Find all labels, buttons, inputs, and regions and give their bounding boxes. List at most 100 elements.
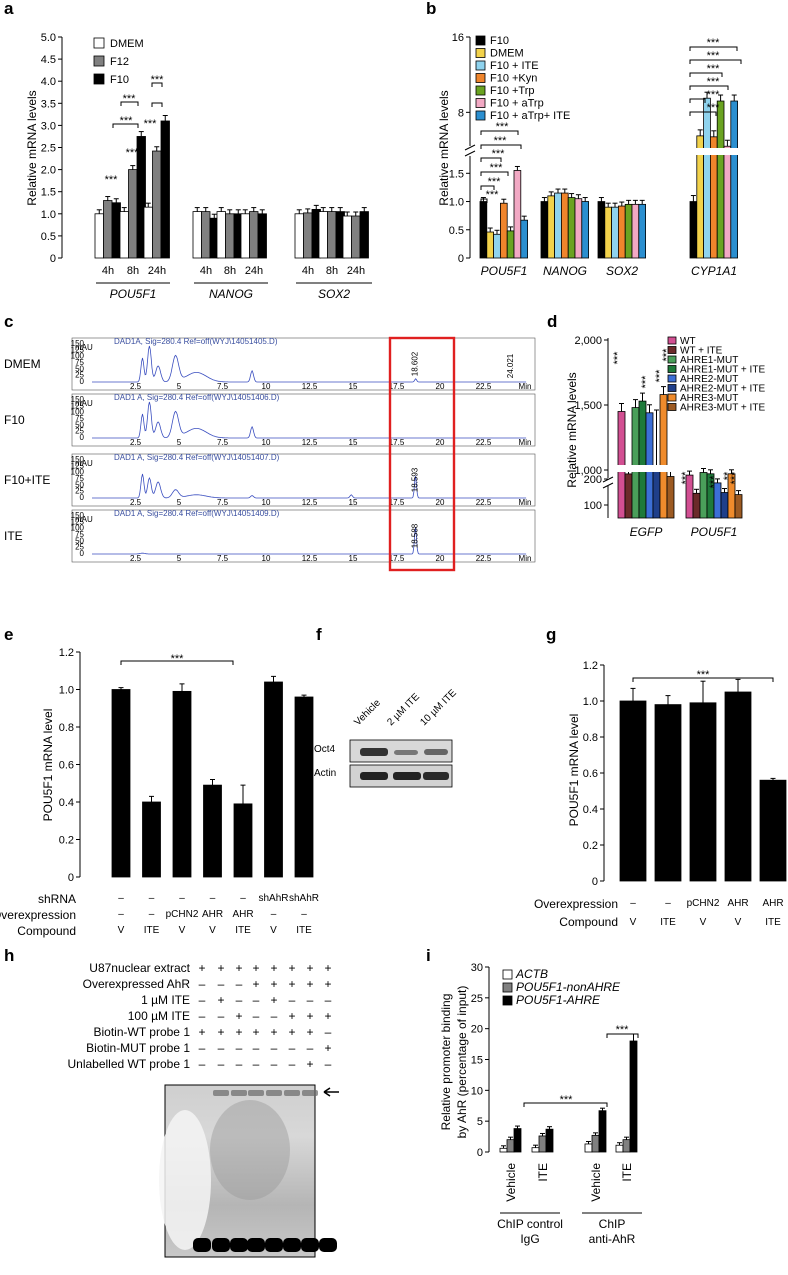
a-bar bbox=[192, 211, 202, 259]
h-mark: – bbox=[325, 1057, 332, 1071]
h-mark: + bbox=[306, 1057, 313, 1071]
c-end-label: 24.021 bbox=[506, 353, 515, 378]
g-overexp-value: AHR bbox=[762, 898, 783, 909]
e-compound-value: V bbox=[209, 925, 216, 936]
d-legend-label: AHRE2-MUT bbox=[680, 374, 738, 385]
e-ytick-label: 0 bbox=[68, 872, 74, 884]
h-shift-band bbox=[284, 1090, 300, 1096]
a-bar bbox=[351, 215, 361, 259]
h-mark: – bbox=[236, 977, 243, 991]
g-overexp-value: AHR bbox=[727, 898, 748, 909]
d-sig: ** bbox=[722, 471, 734, 480]
d-sig: *** bbox=[661, 348, 673, 362]
b-legend-label: DMEM bbox=[490, 48, 524, 60]
a-ytick-label: 1.5 bbox=[41, 187, 56, 199]
a-sig: *** bbox=[123, 93, 137, 105]
c-ytick-label: 100 bbox=[71, 352, 85, 361]
i-ytick-label: 25 bbox=[471, 993, 483, 1005]
f-actin-band bbox=[393, 772, 421, 780]
e-bar bbox=[264, 681, 283, 878]
b-bar bbox=[716, 100, 725, 259]
f-oct4-band bbox=[394, 750, 418, 755]
c-chromatogram-frame bbox=[71, 453, 536, 507]
b-sig: *** bbox=[707, 50, 721, 62]
a-ytick-label: 1.0 bbox=[41, 209, 56, 221]
c-ytick-label: 75 bbox=[75, 530, 84, 539]
e-ytick-label: 0.2 bbox=[59, 835, 74, 847]
g-ytick-label: 0.4 bbox=[583, 804, 598, 816]
i-group-label: ChIP control bbox=[497, 1217, 563, 1231]
b-sig-bracket-cyp bbox=[689, 111, 717, 116]
e-overexp-value: AHR bbox=[202, 909, 223, 920]
i-bar bbox=[513, 1128, 522, 1153]
g-bar bbox=[724, 691, 752, 882]
a-bar bbox=[257, 213, 267, 259]
e-overexp-value: AHR bbox=[232, 909, 253, 920]
panel-label-f: f bbox=[316, 625, 322, 644]
g-bar bbox=[619, 700, 647, 882]
g-sig: *** bbox=[697, 669, 711, 681]
f-oct4-band bbox=[424, 749, 448, 755]
d-ytick-label: 1,000 bbox=[574, 465, 602, 477]
h-mark: – bbox=[307, 993, 314, 1007]
h-mark: – bbox=[236, 993, 243, 1007]
a-sig: *** bbox=[120, 115, 134, 127]
i-bar bbox=[615, 1144, 624, 1153]
d-legend-swatch bbox=[667, 384, 677, 392]
c-peak-label: 18.602 bbox=[410, 351, 419, 376]
c-header: DAD1 A, Sig=280.4 Ref=off(WYJ\14051409.D… bbox=[114, 509, 280, 518]
h-mark: + bbox=[198, 1025, 205, 1039]
g-bar bbox=[689, 702, 717, 882]
c-ytick-label: 125 bbox=[71, 461, 85, 470]
i-ytick-label: 20 bbox=[471, 1024, 483, 1036]
i-bar bbox=[545, 1128, 554, 1153]
h-mark: – bbox=[271, 1009, 278, 1023]
a-gene-label: POU5F1 bbox=[110, 287, 157, 301]
c-xtick-label: 15 bbox=[349, 382, 358, 391]
h-mark: – bbox=[271, 1057, 278, 1071]
h-mark: + bbox=[324, 977, 331, 991]
a-legend-label: F12 bbox=[110, 56, 129, 68]
h-shift-band bbox=[266, 1090, 282, 1096]
panel-label-d: d bbox=[547, 312, 557, 331]
b-ytick-label: 1.0 bbox=[449, 197, 464, 209]
b-bar bbox=[638, 203, 646, 259]
a-bar bbox=[318, 211, 328, 259]
f-lane-label: Vehicle bbox=[352, 697, 383, 728]
a-bar bbox=[294, 213, 304, 259]
h-mark: – bbox=[307, 1041, 314, 1055]
panel-label-c: c bbox=[4, 312, 13, 331]
c-xtick-label: 17.5 bbox=[389, 382, 405, 391]
b-sig-bracket-pou bbox=[480, 130, 519, 135]
f-oct4-band bbox=[360, 748, 388, 756]
h-mark: + bbox=[198, 961, 205, 975]
h-free-probe-band bbox=[319, 1238, 337, 1252]
e-ytick-label: 0.4 bbox=[59, 797, 74, 809]
i-ylabel-2: by AhR (percentage of input) bbox=[455, 986, 469, 1139]
a-ylabel: Relative mRNA levels bbox=[25, 90, 39, 205]
e-compound-value: ITE bbox=[144, 925, 160, 936]
d-legend-label: AHRE3-MUT bbox=[680, 393, 738, 404]
h-mark: – bbox=[325, 1025, 332, 1039]
a-time-label: 4h bbox=[102, 265, 114, 277]
c-yunit: mAU bbox=[75, 343, 93, 352]
b-gene-label: CYP1A1 bbox=[691, 264, 737, 278]
h-free-probe-band bbox=[247, 1238, 265, 1252]
h-shift-band bbox=[248, 1090, 264, 1096]
b-sig: *** bbox=[707, 102, 721, 114]
h-free-probe-band bbox=[283, 1238, 301, 1252]
c-ytick-label: 50 bbox=[75, 536, 84, 545]
a-ytick-label: 0.5 bbox=[41, 231, 56, 243]
b-sig: *** bbox=[494, 135, 508, 147]
d-bar bbox=[734, 494, 743, 519]
b-sig: *** bbox=[707, 89, 721, 101]
a-bar bbox=[201, 211, 211, 259]
c-ytick-label: 0 bbox=[80, 377, 85, 386]
h-mark: + bbox=[306, 1025, 313, 1039]
b-sig: *** bbox=[490, 162, 504, 174]
h-mark: + bbox=[217, 993, 224, 1007]
e-shrna-value: – bbox=[210, 893, 216, 904]
c-xtick-label: 15 bbox=[349, 554, 358, 563]
c-ytick-label: 25 bbox=[75, 543, 84, 552]
i-bar bbox=[531, 1147, 540, 1153]
